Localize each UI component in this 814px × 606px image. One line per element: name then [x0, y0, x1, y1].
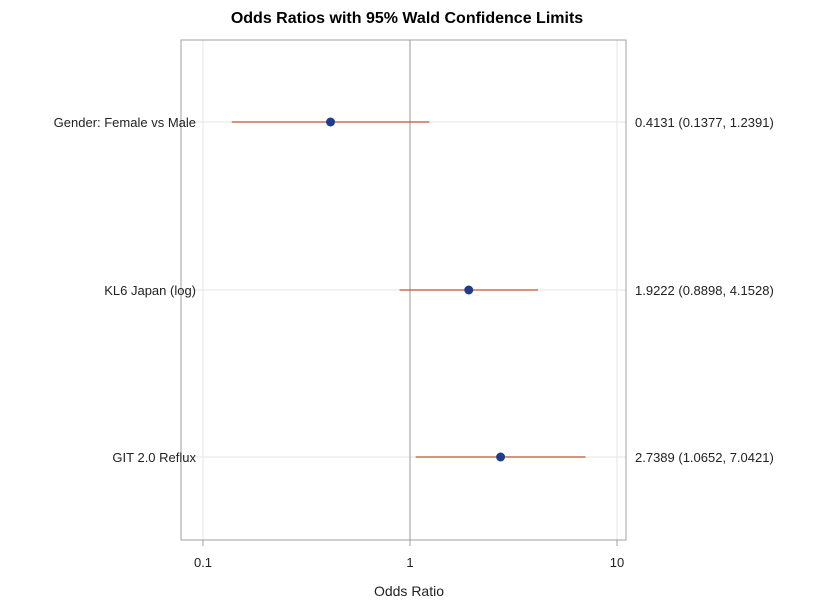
x-tick-label: 10	[610, 555, 624, 570]
row-value-label: 1.9222 (0.8898, 4.1528)	[635, 283, 774, 298]
row-label: Gender: Female vs Male	[54, 115, 196, 130]
chart-title: Odds Ratios with 95% Wald Confidence Lim…	[230, 10, 584, 27]
x-axis-label: Odds Ratio	[374, 583, 444, 599]
row-value-label: 0.4131 (0.1377, 1.2391)	[635, 115, 774, 130]
row-label: KL6 Japan (log)	[104, 283, 196, 298]
row-value-label: 2.7389 (1.0652, 7.0421)	[635, 450, 774, 465]
estimate-marker	[326, 117, 336, 127]
x-tick-label: 1	[406, 555, 413, 570]
estimate-marker	[496, 452, 506, 462]
x-axis-ticks: 0.1 1 10	[194, 540, 624, 570]
plot-frame	[180, 39, 627, 541]
estimate-marker	[464, 285, 474, 295]
row-label: GIT 2.0 Reflux	[112, 450, 196, 465]
rows-layer: Gender: Female vs Male 0.4131 (0.1377, 1.…	[54, 115, 774, 465]
x-tick-label: 0.1	[194, 555, 212, 570]
